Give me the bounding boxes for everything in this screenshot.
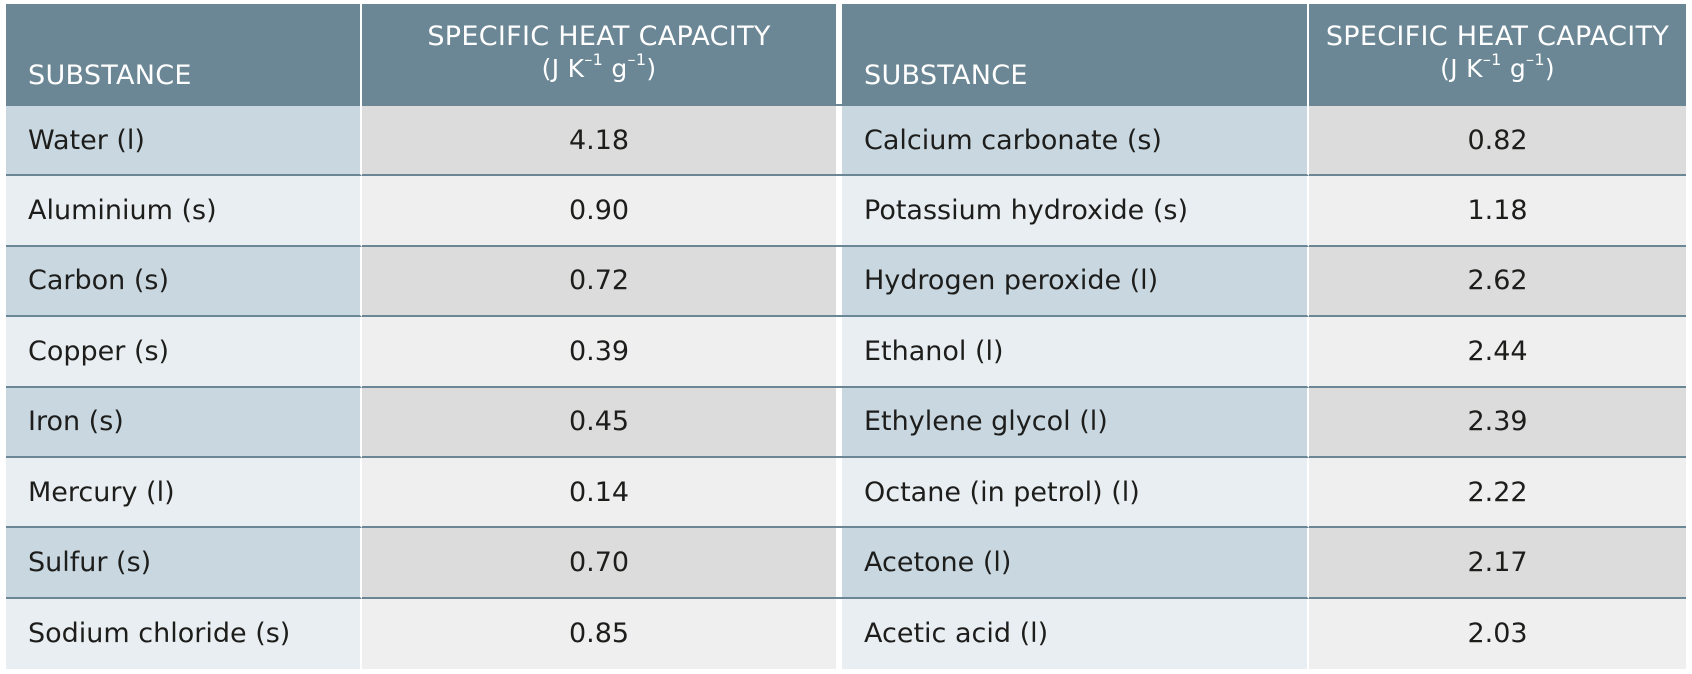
table-cell-substance: Iron (s): [6, 387, 362, 458]
header-capacity-title: SPECIFIC HEAT CAPACITY: [427, 21, 771, 52]
header-substance-label: SUBSTANCE: [28, 59, 192, 91]
column-gap: [836, 317, 842, 388]
table-cell-value: 0.90: [362, 176, 836, 247]
table-cell-substance: Octane (in petrol) (l): [842, 457, 1309, 529]
header-substance-label: SUBSTANCE: [864, 59, 1028, 91]
unit-close-paren: ): [646, 54, 657, 84]
unit-k: K: [1466, 54, 1483, 84]
table-cell-value: 1.18: [1309, 176, 1686, 247]
table-cell-substance: Carbon (s): [6, 246, 362, 318]
table-cell-substance: Mercury (l): [6, 457, 362, 529]
unit-close-paren: ): [1544, 54, 1555, 84]
header-capacity-right: SPECIFIC HEAT CAPACITY (J K –1 g –1): [1309, 4, 1686, 106]
header-capacity-unit: (J K –1 g –1): [541, 51, 657, 84]
unit-j: J: [551, 54, 560, 84]
table-cell-substance: Aluminium (s): [6, 176, 362, 247]
unit-g: g: [611, 54, 628, 84]
table-cell-value: 2.17: [1309, 528, 1686, 599]
table-cell-value: 2.44: [1309, 317, 1686, 388]
table-cell-substance: Ethanol (l): [842, 317, 1309, 388]
column-gap: [836, 457, 842, 529]
table-cell-value: 0.45: [362, 387, 836, 458]
column-gap: [836, 387, 842, 458]
table-cell-substance: Potassium hydroxide (s): [842, 176, 1309, 247]
table-cell-substance: Copper (s): [6, 317, 362, 388]
unit-k-exponent: –1: [1482, 50, 1502, 70]
specific-heat-table: SUBSTANCE SPECIFIC HEAT CAPACITY (J K –1 …: [6, 4, 1686, 670]
table-cell-substance: Water (l): [6, 106, 362, 177]
table-cell-substance: Acetone (l): [842, 528, 1309, 599]
header-capacity-unit: (J K –1 g –1): [1440, 51, 1555, 84]
header-substance-left: SUBSTANCE: [6, 4, 362, 106]
column-gap: [836, 246, 842, 318]
column-gap: [836, 4, 842, 106]
table-cell-value: 2.62: [1309, 246, 1686, 318]
unit-open-paren: (: [541, 54, 552, 84]
table-cell-substance: Calcium carbonate (s): [842, 106, 1309, 177]
column-gap: [836, 106, 842, 177]
unit-open-paren: (: [1440, 54, 1451, 84]
table-cell-value: 0.39: [362, 317, 836, 388]
table-cell-substance: Sulfur (s): [6, 528, 362, 599]
table-cell-substance: Ethylene glycol (l): [842, 387, 1309, 458]
table-cell-value: 2.03: [1309, 598, 1686, 670]
table-cell-value: 0.14: [362, 457, 836, 529]
unit-k-exponent: –1: [584, 50, 604, 70]
column-gap: [836, 598, 842, 670]
table-cell-value: 2.39: [1309, 387, 1686, 458]
table-cell-value: 2.22: [1309, 457, 1686, 529]
header-substance-right: SUBSTANCE: [842, 4, 1309, 106]
table-cell-value: 0.82: [1309, 106, 1686, 177]
column-gap: [836, 176, 842, 247]
table-cell-value: 0.70: [362, 528, 836, 599]
column-gap: [836, 528, 842, 599]
header-capacity-left: SPECIFIC HEAT CAPACITY (J K –1 g –1): [362, 4, 836, 106]
table-cell-value: 0.85: [362, 598, 836, 670]
table-cell-substance: Acetic acid (l): [842, 598, 1309, 670]
unit-j: J: [1450, 54, 1458, 84]
table-cell-substance: Sodium chloride (s): [6, 598, 362, 670]
header-capacity-title: SPECIFIC HEAT CAPACITY: [1325, 21, 1670, 52]
table-cell-value: 4.18: [362, 106, 836, 177]
unit-g-exponent: –1: [627, 50, 647, 70]
unit-g: g: [1509, 54, 1527, 84]
table-cell-substance: Hydrogen peroxide (l): [842, 246, 1309, 318]
table-cell-value: 0.72: [362, 246, 836, 318]
unit-g-exponent: –1: [1526, 50, 1545, 70]
unit-k: K: [567, 54, 585, 84]
